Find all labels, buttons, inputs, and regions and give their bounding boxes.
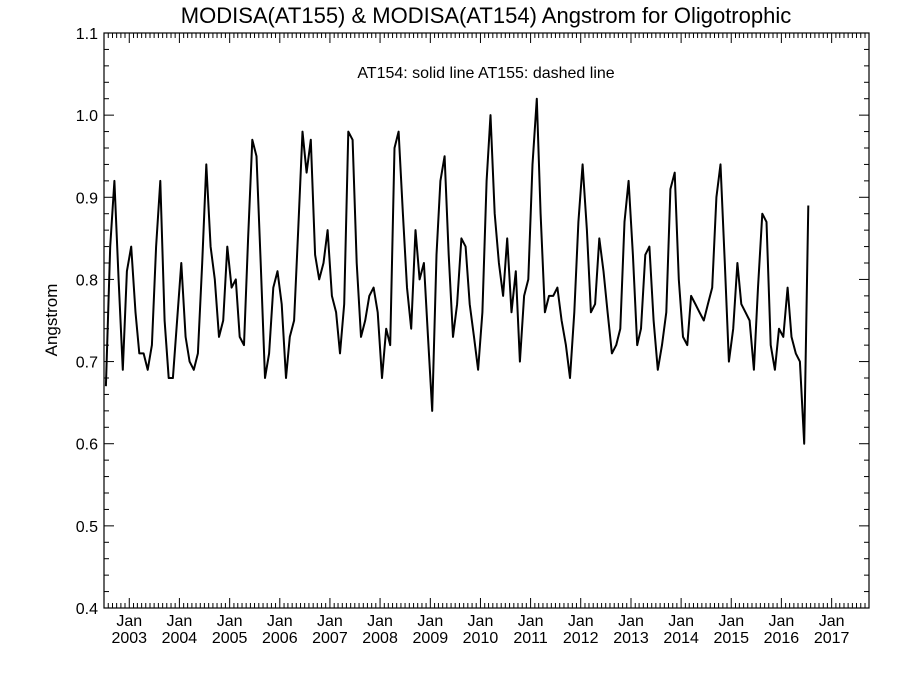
chart-title: MODISA(AT155) & MODISA(AT154) Angstrom f… (181, 3, 791, 28)
y-tick-label: 1.0 (76, 108, 98, 125)
y-tick-label: 0.9 (76, 190, 98, 207)
series-style-annotation: AT154: solid line AT155: dashed line (357, 65, 614, 82)
x-tick-month-label: Jan (317, 613, 343, 630)
x-tick-year-label: 2015 (713, 630, 749, 647)
x-tick-month-label: Jan (568, 613, 594, 630)
x-axis: Jan2003Jan2004Jan2005Jan2006Jan2007Jan20… (103, 33, 866, 647)
y-tick-label: 0.7 (76, 355, 98, 372)
x-tick-month-label: Jan (417, 613, 443, 630)
x-tick-year-label: 2014 (663, 630, 699, 647)
x-tick-year-label: 2017 (814, 630, 850, 647)
x-tick-month-label: Jan (718, 613, 744, 630)
y-axis-label: Angstrom (42, 284, 61, 357)
x-tick-month-label: Jan (468, 613, 494, 630)
x-tick-month-label: Jan (267, 613, 293, 630)
y-tick-label: 1.1 (76, 26, 98, 43)
x-tick-month-label: Jan (217, 613, 243, 630)
plot-frame (103, 32, 870, 609)
series-line-at154 (104, 97, 810, 445)
x-tick-month-label: Jan (116, 613, 142, 630)
x-tick-year-label: 2010 (463, 630, 499, 647)
y-tick-label: 0.4 (76, 601, 98, 618)
x-tick-year-label: 2006 (262, 630, 298, 647)
x-tick-month-label: Jan (518, 613, 544, 630)
x-tick-year-label: 2012 (563, 630, 599, 647)
x-tick-month-label: Jan (668, 613, 694, 630)
x-tick-year-label: 2004 (162, 630, 198, 647)
x-tick-month-label: Jan (819, 613, 845, 630)
x-tick-year-label: 2003 (111, 630, 147, 647)
x-tick-year-label: 2008 (362, 630, 398, 647)
y-tick-label: 0.8 (76, 272, 98, 289)
y-tick-label: 0.5 (76, 519, 98, 536)
y-tick-label: 0.6 (76, 437, 98, 454)
x-tick-year-label: 2016 (764, 630, 800, 647)
x-tick-year-label: 2011 (513, 630, 548, 647)
x-tick-year-label: 2007 (312, 630, 348, 647)
x-tick-month-label: Jan (618, 613, 644, 630)
x-tick-month-label: Jan (167, 613, 193, 630)
x-tick-year-label: 2009 (413, 630, 449, 647)
y-axis: 0.4 0.5 0.6 0.7 0.8 0.9 1.0 1.1 (76, 26, 869, 618)
x-tick-month-label: Jan (768, 613, 794, 630)
x-tick-year-label: 2013 (613, 630, 649, 647)
x-tick-year-label: 2005 (212, 630, 248, 647)
x-tick-month-label: Jan (367, 613, 393, 630)
